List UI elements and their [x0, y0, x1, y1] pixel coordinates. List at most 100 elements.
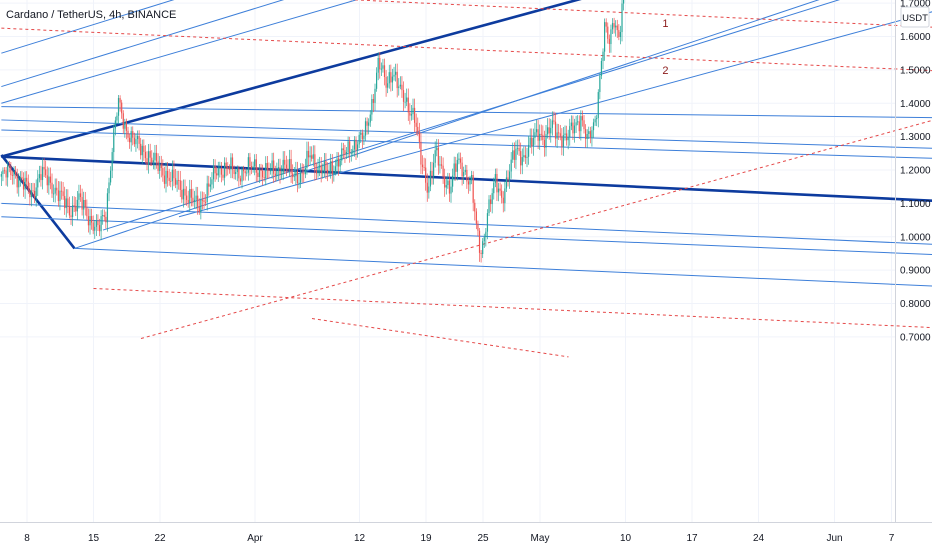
candle-body-310 [492, 193, 493, 204]
x-tick-label-0: 8 [24, 533, 30, 544]
candle-body-382 [606, 22, 607, 26]
y-tick-label-4: 1.1000 [900, 199, 931, 210]
candle-body-86 [137, 136, 138, 139]
candle-body-256 [406, 98, 407, 102]
candle-body-24 [39, 174, 40, 178]
candle-body-172 [273, 160, 274, 173]
candle-body-182 [289, 159, 290, 169]
candle-body-1 [2, 170, 3, 174]
candle-body-162 [257, 173, 258, 177]
candle-body-29 [47, 175, 48, 185]
candle-body-210 [333, 172, 334, 174]
candle-body-119 [189, 189, 190, 203]
candle-body-290 [460, 159, 461, 163]
candle-body-142 [226, 163, 227, 167]
candle-body-122 [194, 200, 195, 202]
candle-body-112 [178, 180, 179, 181]
candle-body-246 [390, 72, 391, 82]
candle-body-379 [601, 61, 602, 76]
candle-body-237 [376, 73, 377, 89]
candle-body-43 [69, 206, 70, 216]
candle-body-302 [479, 231, 480, 253]
candle-body-328 [520, 151, 521, 165]
candle-body-281 [446, 185, 447, 187]
candle-body-355 [563, 135, 564, 147]
candle-body-330 [523, 155, 524, 157]
candle-body-215 [341, 148, 342, 160]
candle-body-249 [395, 72, 396, 75]
candle-body-392 [621, 4, 622, 32]
candle-body-340 [539, 134, 540, 141]
candle-body-78 [124, 122, 125, 129]
candle-body-84 [134, 138, 135, 144]
candle-body-289 [458, 159, 459, 160]
candle-body-71 [113, 129, 114, 153]
candle-body-171 [272, 160, 273, 170]
candle-body-222 [352, 149, 353, 153]
candle-body-149 [237, 169, 238, 172]
candle-body-370 [587, 134, 588, 139]
candle-body-264 [419, 132, 420, 142]
candle-body-28 [45, 169, 46, 175]
x-tick-label-11: Jun [826, 533, 842, 544]
candle-body-300 [476, 211, 477, 223]
candle-body-216 [343, 148, 344, 150]
candle-body-40 [64, 196, 65, 208]
candle-body-218 [346, 152, 347, 154]
candle-body-133 [211, 179, 212, 184]
candle-body-314 [498, 189, 499, 193]
candle-body-262 [416, 123, 417, 127]
candle-body-157 [249, 157, 250, 166]
candle-body-13 [21, 177, 22, 179]
candle-body-27 [44, 167, 45, 169]
candle-body-31 [50, 177, 51, 183]
candle-body-319 [506, 177, 507, 188]
candle-body-108 [172, 170, 173, 182]
candle-body-343 [544, 140, 545, 148]
candle-body-167 [265, 163, 266, 178]
candle-body-278 [441, 164, 442, 165]
candle-body-88 [140, 144, 141, 155]
candle-body-305 [484, 237, 485, 241]
candle-body-48 [77, 200, 78, 212]
candle-body-317 [503, 198, 504, 203]
candle-body-200 [317, 168, 318, 174]
candle-body-128 [203, 200, 204, 202]
candle-body-206 [327, 170, 328, 173]
candle-body-91 [145, 152, 146, 158]
candle-body-59 [94, 227, 95, 231]
candle-body-170 [270, 171, 271, 172]
candle-body-291 [462, 163, 463, 177]
x-tick-label-2: 22 [154, 533, 166, 544]
candle-body-80 [127, 131, 128, 138]
candle-body-247 [392, 77, 393, 83]
candle-body-81 [129, 138, 130, 143]
x-tick-label-12: 7 [889, 533, 895, 544]
candle-body-117 [186, 196, 187, 200]
candle-body-385 [610, 29, 611, 44]
candle-body-67 [107, 193, 108, 222]
candle-body-356 [564, 133, 565, 135]
candle-body-383 [607, 27, 608, 39]
candle-body-283 [449, 181, 450, 194]
candle-body-87 [139, 136, 140, 144]
candle-body-52 [83, 200, 84, 210]
candle-body-351 [557, 132, 558, 138]
candle-body-198 [314, 154, 315, 171]
candle-body-384 [609, 39, 610, 44]
y-tick-label-2: 0.9000 [900, 266, 931, 277]
x-tick-label-1: 15 [88, 533, 100, 544]
candle-body-51 [82, 197, 83, 210]
candle-body-109 [173, 170, 174, 179]
candle-body-255 [405, 102, 406, 103]
candle-body-23 [37, 178, 38, 187]
candle-body-130 [207, 183, 208, 202]
candle-body-155 [246, 173, 247, 174]
candle-body-202 [321, 165, 322, 173]
wave-label-2: 2 [662, 65, 668, 77]
candle-body-190 [302, 173, 303, 174]
candle-body-276 [438, 148, 439, 166]
candle-body-381 [604, 22, 605, 51]
